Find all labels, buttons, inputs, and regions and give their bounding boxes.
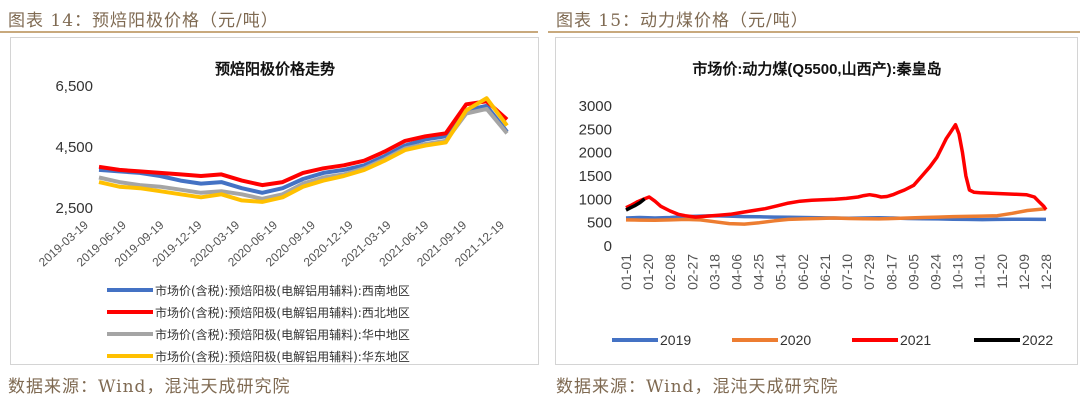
y-tick-label: 3000 [579, 98, 612, 115]
y-tick-label: 1000 [579, 191, 612, 208]
legend-label: 市场价(含税):预焙阳极(电解铝用辅料):华中地区 [155, 327, 410, 342]
legend-label: 市场价(含税):预焙阳极(电解铝用辅料):华东地区 [155, 349, 410, 364]
legend-label: 2021 [900, 332, 931, 348]
x-tick-label: 12-28 [1038, 254, 1054, 290]
x-tick-label: 02-08 [662, 254, 678, 290]
legend-label: 市场价(含税):预焙阳极(电解铝用辅料):西北地区 [155, 305, 410, 320]
series-line-2020 [625, 206, 1047, 226]
x-tick-label: 11-01 [972, 254, 988, 289]
chart-title: 市场价:动力煤(Q5500,山西产):秦皇岛 [692, 60, 941, 78]
left-title-rule [0, 31, 538, 33]
series-line-4 [98, 96, 509, 204]
x-tick-label: 12-09 [1016, 254, 1032, 290]
y-tick-label: 2000 [579, 145, 612, 162]
series-line-2 [98, 99, 509, 188]
x-tick-label: 10-13 [950, 254, 966, 290]
y-tick-label: 0 [604, 238, 612, 255]
series-line-2021 [625, 122, 1048, 219]
right-source-note: 数据来源：Wind，混沌天成研究院 [556, 377, 839, 397]
left-source-note: 数据来源：Wind，混沌天成研究院 [8, 377, 291, 397]
y-tick-label: 4,500 [55, 139, 93, 156]
right-title-rule [548, 31, 1080, 33]
legend-label: 2020 [780, 332, 811, 348]
series-line-1 [98, 103, 509, 195]
legend-label: 2019 [660, 332, 691, 348]
y-tick-label: 2,500 [55, 200, 93, 217]
x-tick-label: 01-20 [640, 254, 656, 290]
x-tick-label: 07-29 [861, 254, 877, 290]
x-tick-label: 06-02 [795, 254, 811, 290]
x-tick-label: 11-20 [994, 254, 1010, 289]
x-tick-label: 09-24 [927, 254, 943, 290]
left-chart-panel: 预焙阳极价格走势 2,500 4,500 6,500 2019-03-19 2019-… [10, 37, 539, 365]
y-tick-label: 6,500 [55, 78, 93, 95]
x-tick-label: 05-14 [773, 254, 789, 290]
x-tick-label: 06-21 [817, 254, 833, 290]
series-line-2022 [625, 197, 646, 212]
x-tick-label: 02-27 [684, 254, 700, 290]
chart-title: 预焙阳极价格走势 [215, 60, 335, 78]
y-tick-label: 500 [587, 215, 612, 232]
y-tick-label: 1500 [579, 168, 612, 185]
legend-label: 2022 [1022, 332, 1053, 348]
right-chart-panel: 市场价:动力煤(Q5500,山西产):秦皇岛 0 500 1000 1500 2000 2… [555, 37, 1078, 365]
y-tick-label: 2500 [579, 121, 612, 138]
x-tick-label: 04-25 [751, 254, 767, 290]
right-figure-title: 图表 15：动力煤价格（元/吨） [556, 11, 809, 31]
x-tick-label: 08-17 [883, 254, 899, 290]
x-tick-label: 07-10 [839, 254, 855, 290]
legend-label: 市场价(含税):预焙阳极(电解铝用辅料):西南地区 [155, 283, 410, 298]
x-tick-label: 01-01 [618, 254, 634, 290]
thermal-coal-price-chart: 市场价:动力煤(Q5500,山西产):秦皇岛 0 500 1000 1500 2000 2… [579, 60, 1054, 348]
left-figure-title: 图表 14：预焙阳极价格（元/吨） [8, 11, 279, 31]
x-tick-label: 04-06 [729, 254, 745, 290]
x-tick-label: 03-18 [706, 254, 722, 290]
x-tick-label: 09-05 [905, 254, 921, 290]
